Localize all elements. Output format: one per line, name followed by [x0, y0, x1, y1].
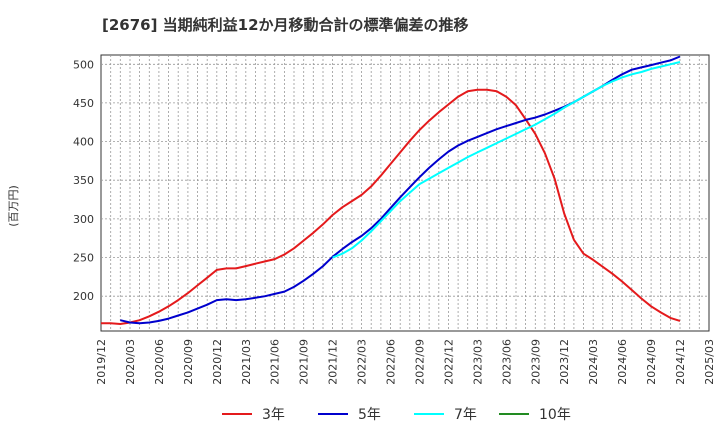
x-tick-label: 2023/03 [471, 339, 484, 385]
y-ticks: 200 250 300 350 400 450 500 [73, 58, 94, 303]
y-tick-label: 450 [73, 97, 94, 110]
series-group [101, 55, 681, 325]
x-tick-label: 2024/06 [616, 339, 629, 385]
legend-label: 5年 [358, 407, 381, 423]
x-tick-label: 2024/03 [587, 339, 600, 385]
y-tick-label: 300 [73, 213, 94, 226]
legend-label: 10年 [539, 407, 571, 423]
chart-title: [2676] 当期純利益12か月移動合計の標準偏差の推移 [102, 16, 469, 34]
x-tick-label: 2023/12 [558, 339, 571, 385]
x-tick-label: 2022/12 [442, 339, 455, 385]
legend: 3年 5年 7年 10年 [222, 407, 571, 423]
y-tick-label: 250 [73, 252, 94, 265]
y-axis-label: (百万円) [7, 185, 20, 227]
x-tick-label: 2020/06 [153, 339, 166, 385]
x-tick-label: 2020/09 [182, 339, 195, 385]
x-tick-label: 2019/12 [95, 339, 108, 385]
y-tick-label: 200 [73, 290, 94, 303]
x-tick-label: 2020/12 [211, 339, 224, 385]
x-tick-label: 2021/09 [298, 339, 311, 385]
x-ticks: 2019/12 2020/03 2020/06 2020/09 2020/12 2021/… [95, 339, 716, 385]
legend-label: 7年 [454, 407, 477, 423]
y-tick-label: 350 [73, 174, 94, 187]
x-tick-label: 2024/09 [645, 339, 658, 385]
x-tick-label: 2023/06 [500, 339, 513, 385]
x-tick-label: 2022/06 [385, 339, 398, 385]
legend-label: 3年 [262, 407, 285, 423]
x-tick-label: 2020/03 [124, 339, 137, 385]
y-tick-label: 500 [73, 58, 94, 71]
x-tick-label: 2022/09 [414, 339, 427, 385]
x-tick-label: 2021/03 [240, 339, 253, 385]
x-tick-label: 2021/12 [327, 339, 340, 385]
x-tick-label: 2025/03 [703, 339, 716, 385]
x-tick-label: 2022/03 [356, 339, 369, 385]
series-line-3 [332, 61, 681, 259]
series-line-1 [101, 88, 681, 325]
x-tick-label: 2024/12 [674, 339, 687, 385]
x-tick-label: 2021/06 [269, 339, 282, 385]
grid [101, 55, 709, 331]
y-tick-label: 400 [73, 136, 94, 149]
x-tick-label: 2023/09 [529, 339, 542, 385]
